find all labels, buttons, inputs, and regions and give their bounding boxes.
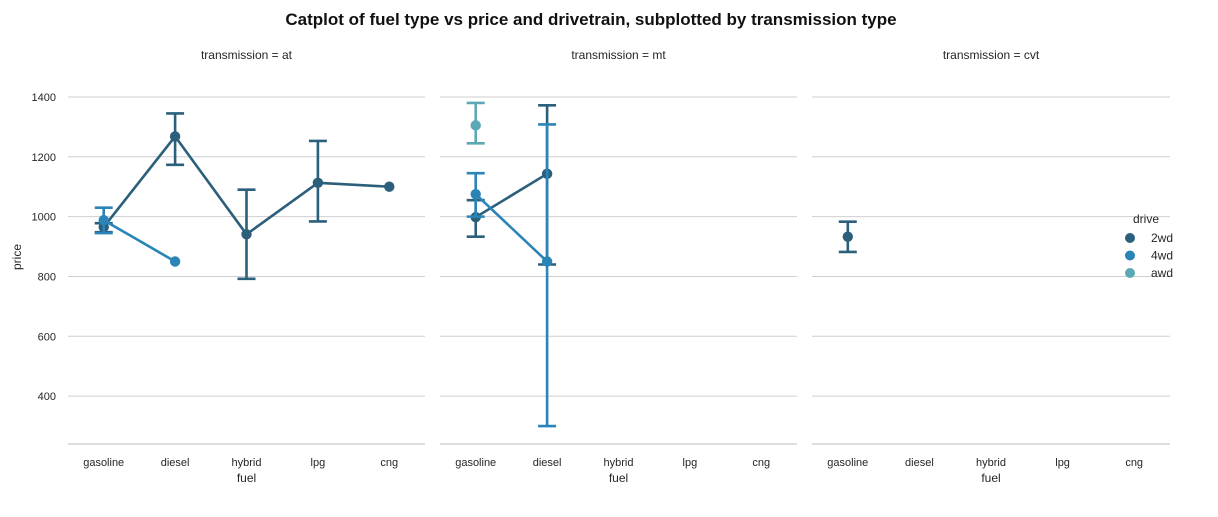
x-tick-label: hybrid bbox=[232, 457, 262, 469]
x-axis-label: fuel bbox=[237, 471, 256, 485]
data-point bbox=[470, 188, 481, 200]
chart-title: Catplot of fuel type vs price and drivet… bbox=[285, 10, 896, 29]
x-tick-label: cng bbox=[1125, 457, 1143, 469]
y-tick-label: 400 bbox=[38, 391, 56, 403]
data-point bbox=[169, 131, 181, 142]
series-line-4wd bbox=[474, 193, 548, 263]
data-point bbox=[842, 231, 853, 242]
x-tick-label: cng bbox=[752, 457, 770, 469]
facet-title: transmission = cvt bbox=[943, 48, 1040, 62]
y-tick-label: 800 bbox=[38, 271, 56, 283]
legend-marker-4wd bbox=[1125, 250, 1135, 261]
x-tick-label: cng bbox=[380, 457, 398, 469]
legend-marker-2wd bbox=[1125, 233, 1135, 243]
series-line-4wd bbox=[103, 219, 176, 263]
x-tick-label: gasoline bbox=[83, 457, 124, 469]
x-tick-label: diesel bbox=[161, 457, 190, 469]
facet-panels: transmission = at 400 600 800 1000 1200 1400 ga… bbox=[32, 48, 1170, 485]
x-tick-label: hybrid bbox=[976, 457, 1006, 469]
x-tick-label: gasoline bbox=[827, 457, 868, 469]
x-tick-label: hybrid bbox=[604, 457, 634, 469]
series-awd bbox=[466, 101, 485, 145]
x-axis-label: fuel bbox=[981, 471, 1000, 485]
data-point bbox=[98, 215, 109, 226]
facet-panel-3: transmission = cvt gasoline diesel hybrid lp… bbox=[812, 48, 1170, 485]
series-2wd bbox=[466, 104, 557, 266]
series-2wd bbox=[94, 112, 395, 281]
facet-title: transmission = mt bbox=[571, 48, 666, 62]
y-axis-label: price bbox=[10, 244, 24, 270]
legend-marker-awd bbox=[1125, 268, 1135, 278]
facet-panel-1: transmission = at 400 600 800 1000 1200 1400 ga… bbox=[32, 48, 425, 485]
legend-title: drive bbox=[1133, 212, 1159, 226]
x-tick-label: gasoline bbox=[455, 457, 496, 469]
series-line-2wd bbox=[475, 172, 548, 219]
legend-label-4wd: 4wd bbox=[1151, 249, 1173, 263]
legend-label-awd: awd bbox=[1151, 266, 1173, 280]
data-point bbox=[541, 256, 553, 267]
facet-panel-2: transmission = mt gasoline diesel hybrid lpg… bbox=[440, 48, 797, 485]
y-tick-label: 1200 bbox=[32, 152, 56, 164]
facet-title: transmission = at bbox=[201, 48, 293, 62]
y-tick-label: 1000 bbox=[32, 212, 56, 224]
series-4wd bbox=[466, 123, 557, 428]
data-point bbox=[169, 256, 181, 267]
data-point bbox=[312, 177, 324, 189]
x-tick-label: diesel bbox=[905, 457, 934, 469]
data-point bbox=[384, 181, 395, 192]
x-tick-label: lpg bbox=[1055, 457, 1070, 469]
data-point bbox=[241, 229, 252, 240]
x-tick-label: lpg bbox=[311, 457, 326, 469]
y-tick-label: 1400 bbox=[32, 92, 56, 104]
data-point bbox=[470, 120, 481, 131]
x-tick-label: lpg bbox=[683, 457, 698, 469]
x-tick-label: diesel bbox=[533, 457, 562, 469]
x-axis-label: fuel bbox=[609, 471, 628, 485]
y-tick-label: 600 bbox=[38, 331, 56, 343]
legend-label-2wd: 2wd bbox=[1151, 231, 1173, 245]
series-2wd bbox=[838, 220, 857, 254]
series-4wd bbox=[94, 206, 181, 267]
legend: drive 2wd 4wd awd bbox=[1125, 212, 1173, 280]
